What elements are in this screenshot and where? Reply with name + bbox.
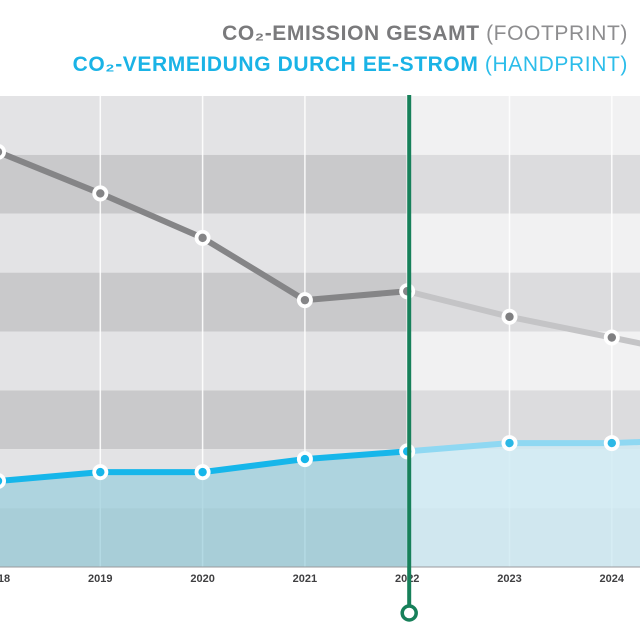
footprint-point	[505, 312, 514, 321]
x-tick-label: 2023	[497, 573, 521, 585]
footprint-title: CO₂-EMISSION GESAMT (FOOTPRINT)	[73, 18, 628, 49]
handprint-line-projected	[404, 439, 640, 455]
x-tick-label: 2020	[190, 573, 214, 585]
footprint-point	[96, 189, 105, 198]
x-tick-label: 2021	[293, 573, 317, 585]
footprint-point	[198, 233, 207, 243]
grid-band-projected	[409, 331, 640, 391]
handprint-point	[505, 438, 514, 448]
grid-band-projected	[409, 213, 640, 273]
grid-band-projected	[409, 96, 640, 155]
footprint-point-ring	[0, 144, 6, 160]
handprint-point	[96, 467, 105, 477]
grid-band-projected	[409, 154, 640, 214]
grid-band-projected	[409, 390, 640, 450]
footprint-title-strong: CO₂-EMISSION GESAMT	[222, 22, 480, 45]
footprint-point	[300, 295, 310, 305]
grid-band	[0, 331, 410, 391]
grid-band	[0, 96, 410, 155]
handprint-area	[0, 451, 408, 567]
handprint-title-strong: CO₂-VERMEIDUNG DURCH EE-STROM	[72, 53, 479, 76]
handprint-point	[0, 477, 3, 485]
grid-band	[0, 272, 410, 332]
handprint-point	[607, 438, 616, 448]
handprint-area-projected	[407, 442, 640, 567]
footprint-line-projected	[404, 288, 640, 347]
footprint-title-light: (FOOTPRINT)	[486, 22, 628, 45]
handprint-title-light: (HANDPRINT)	[484, 53, 628, 76]
handprint-title: CO₂-VERMEIDUNG DURCH EE-STROM (HANDPRINT…	[73, 49, 628, 80]
x-tick-label: 18	[0, 573, 10, 585]
projection-marker-knob	[400, 604, 418, 622]
footprint-point	[0, 148, 3, 156]
x-tick-label: 2024	[600, 573, 625, 585]
chart-titles: CO₂-EMISSION GESAMT (FOOTPRINT) CO₂-VERM…	[73, 18, 628, 80]
footprint-point	[607, 333, 616, 342]
grid-band	[0, 154, 410, 214]
handprint-point-ring	[0, 473, 6, 489]
handprint-point	[198, 467, 207, 477]
grid-band	[0, 390, 410, 450]
x-tick-label: 2019	[88, 573, 112, 585]
handprint-point	[300, 454, 310, 464]
